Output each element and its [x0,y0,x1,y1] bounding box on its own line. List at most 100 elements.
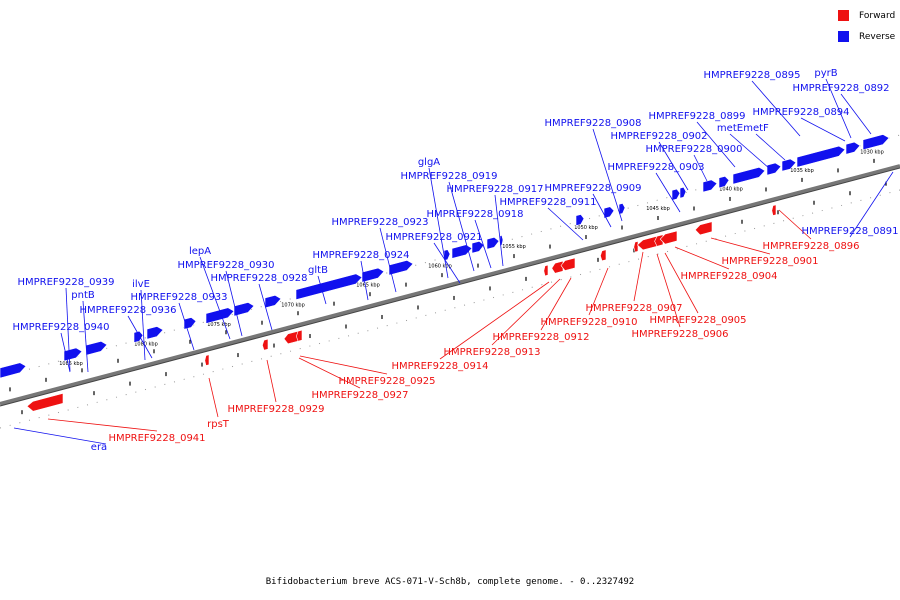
forward-leader-line [588,267,609,316]
forward-leader-line [664,252,699,314]
tick-label: 1085 kbp [59,361,83,367]
reverse-gene-label: HMPREF9228_0909 [544,183,641,194]
forward-gene-arrow [551,260,564,274]
reverse-leader-line [755,133,786,161]
reverse-leader-line [13,427,107,445]
reverse-gene-label: HMPREF9228_0924 [312,250,409,261]
reverse-gene-label: HMPREF9228_0903 [607,162,704,173]
reverse-gene-label: HMPREF9228_0939 [17,277,114,288]
reverse-gene-label: glgA [418,157,440,168]
reverse-gene-label: HMPREF9228_0911 [499,197,596,208]
forward-leader-line [674,246,730,270]
reverse-gene-arrow [862,134,890,151]
reverse-gene-arrow [679,186,687,199]
reverse-gene-arrow [603,206,615,219]
reverse-leader-line [60,332,71,373]
reverse-gene-arrow [0,362,27,379]
reverse-leader-line [379,227,397,293]
tick-label: 1030 kbp [860,149,884,155]
reverse-leader-line [849,171,894,238]
reverse-gene-label: HMPREF9228_0936 [79,305,176,316]
forward-gene-label: HMPREF9228_0929 [227,404,324,415]
reverse-gene-label: ilvE [132,279,150,290]
reverse-gene-arrow [796,145,846,168]
reverse-leader-line [428,167,449,279]
reverse-gene-arrow [361,267,385,283]
forward-gene-arrow [636,235,658,251]
forward-gene-label: HMPREF9228_0905 [649,315,746,326]
forward-gene-arrow [543,264,549,277]
reverse-gene-label: gltB [308,265,328,276]
forward-gene-arrow [296,329,303,342]
reverse-leader-line [258,283,273,331]
forward-gene-arrow [771,204,777,216]
forward-leader-line [633,251,644,302]
reverse-leader-line [65,287,71,372]
reverse-gene-arrow [575,214,585,227]
forward-gene-label: HMPREF9228_0914 [391,361,488,372]
reverse-leader-line [658,141,689,191]
forward-gene-arrow [560,257,576,271]
reverse-gene-arrow [451,244,473,259]
tick-label: 1045 kbp [646,206,670,212]
forward-gene-arrow [659,230,678,245]
reverse-leader-line [751,80,801,137]
reverse-gene-label: HMPREF9228_0919 [400,171,497,182]
reverse-gene-arrow [85,340,108,356]
forward-leader-line [710,237,771,255]
reverse-leader-line [494,194,504,267]
legend-forward: Forward [838,9,895,22]
reverse-gene-arrow [295,273,363,301]
reverse-leader-line [199,256,231,340]
forward-swatch [838,10,849,21]
forward-gene-label: HMPREF9228_0907 [585,303,682,314]
forward-gene-label: HMPREF9228_0901 [721,256,818,267]
forward-leader-line [299,355,388,375]
reverse-leader-line [825,78,852,139]
tick-label: 1055 kbp [502,244,526,250]
reverse-gene-label: era [91,442,107,453]
tick-label: 1075 kbp [207,322,231,328]
reverse-leader-line [592,128,623,222]
forward-gene-arrow [600,249,607,262]
legend-reverse-label: Reverse [859,31,896,42]
reverse-leader-line [547,207,584,241]
reverse-gene-label: pntB [71,290,95,301]
tick-label: 1080 kbp [134,341,158,347]
reverse-gene-label: metE [717,123,743,134]
forward-leader-line [439,281,550,360]
forward-gene-label: HMPREF9228_0941 [108,433,205,444]
reverse-gene-label: HMPREF9228_0918 [426,209,523,220]
forward-leader-line [540,277,572,331]
reverse-gene-arrow [471,240,485,254]
forward-leader-line [491,278,561,346]
forward-leader-line [208,377,219,418]
reverse-gene-arrow [845,141,861,155]
forward-gene-arrow [283,330,299,345]
reverse-gene-label: HMPREF9228_0891 [801,226,898,237]
tick-label: 1070 kbp [281,303,305,309]
reverse-gene-label: HMPREF9228_0923 [331,217,428,228]
reverse-gene-label: HMPREF9228_0894 [752,107,849,118]
reverse-gene-arrow [233,302,255,317]
reverse-gene-arrow [133,330,144,343]
forward-gene-label: HMPREF9228_0912 [492,332,589,343]
reverse-gene-arrow [618,203,626,215]
genome-backbone [0,164,900,406]
reverse-gene-arrow [205,307,235,324]
forward-gene-label: rpsT [207,419,230,430]
reverse-gene-label: HMPREF9228_0930 [177,260,274,271]
reverse-leader-line [693,154,708,182]
legend-forward-label: Forward [859,10,896,21]
forward-leader-line [266,359,277,403]
reverse-gene-arrow [486,236,500,250]
tick-label: 1040 kbp [719,187,743,193]
reverse-leader-line [360,260,369,301]
reverse-gene-label: lepA [189,246,211,257]
reverse-gene-arrow [63,347,83,362]
reverse-swatch [838,31,849,42]
reverse-leader-line [127,315,153,359]
reverse-leader-line [82,300,89,373]
reverse-leader-line [696,121,736,168]
